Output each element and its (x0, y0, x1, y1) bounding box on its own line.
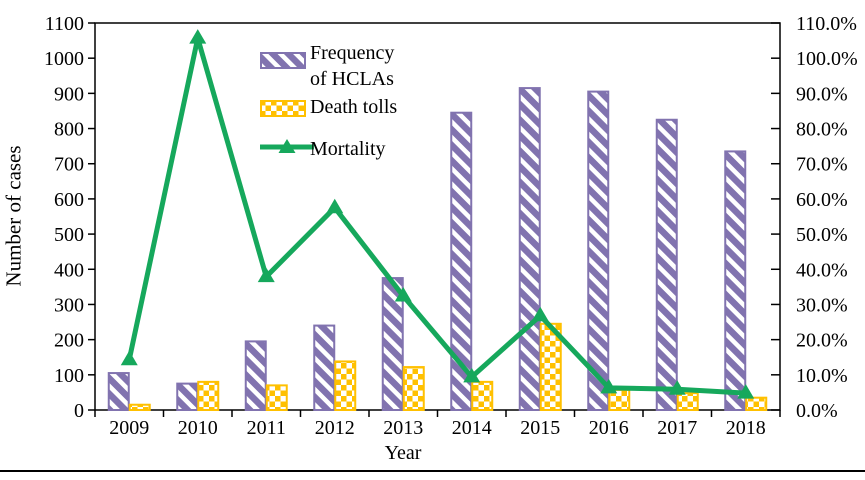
bar-frequency-2016 (587, 90, 610, 411)
bar-death-tolls-2011 (265, 384, 288, 412)
bar-frequency-2009 (107, 372, 130, 411)
mortality-marker-2018 (737, 384, 755, 399)
bar-frequency-2018 (724, 150, 747, 411)
x-axis-category-label: 2012 (315, 417, 355, 439)
y-axis-title: Number of cases (1, 145, 26, 287)
right-axis-tick-label: 50.0% (796, 224, 848, 246)
left-axis-tick-label: 600 (54, 189, 84, 211)
left-axis-tick-label: 400 (54, 259, 84, 281)
right-axis-tick-label: 40.0% (796, 259, 848, 281)
right-axis-tick-label: 0.0% (796, 400, 838, 422)
mortality-marker-2017 (668, 380, 686, 395)
bar-death-tolls-2014 (471, 380, 494, 412)
left-axis-tick-label: 0 (74, 400, 84, 422)
x-axis-category-label: 2014 (452, 417, 492, 439)
left-axis-tick-label: 300 (54, 294, 84, 316)
bar-death-tolls-2017 (676, 392, 699, 412)
right-axis-tick-label: 110.0% (796, 13, 857, 35)
x-axis-category-label: 2009 (109, 417, 149, 439)
x-axis-category-label: 2015 (520, 417, 560, 439)
left-axis-tick-label: 100 (54, 365, 84, 387)
x-axis-category-label: 2010 (178, 417, 218, 439)
mortality-marker-2010 (189, 29, 207, 44)
right-axis-tick-label: 80.0% (796, 119, 848, 141)
left-axis-tick-label: 200 (54, 330, 84, 352)
mortality-marker-2009 (120, 350, 138, 366)
x-axis-category-label: 2013 (383, 417, 423, 439)
mortality-marker-2012 (326, 198, 344, 214)
right-axis-tick-label: 30.0% (796, 294, 848, 316)
legend-label-death-tolls: Death tolls (310, 96, 398, 118)
mortality-marker-2016 (600, 378, 618, 394)
left-axis-tick-label: 500 (54, 224, 84, 246)
x-axis-category-label: 2017 (657, 417, 697, 439)
left-axis-tick-label: 1000 (44, 48, 84, 70)
left-axis-tick-label: 800 (54, 119, 84, 141)
x-axis-category-label: 2016 (589, 417, 629, 439)
bar-frequency-2017 (655, 118, 678, 411)
bar-frequency-2013 (381, 277, 404, 411)
x-axis-title: Year (384, 442, 422, 464)
left-axis-tick-label: 1100 (45, 13, 84, 35)
bar-frequency-2012 (313, 324, 336, 411)
mortality-marker-2013 (394, 287, 412, 302)
right-axis-tick-label: 70.0% (796, 154, 848, 176)
document-border-line (0, 470, 865, 472)
bar-frequency-2010 (176, 382, 199, 412)
right-axis-tick-label: 10.0% (796, 365, 848, 387)
mortality-marker-2011 (257, 267, 275, 283)
left-axis-tick-label: 900 (54, 83, 84, 105)
right-axis-tick-label: 100.0% (796, 48, 858, 70)
mortality-marker-2015 (531, 306, 549, 322)
legend-swatch-frequency-icon (260, 52, 306, 69)
right-axis-tick-label: 60.0% (796, 189, 848, 211)
left-axis-tick-label: 700 (54, 154, 84, 176)
mortality-marker-2014 (463, 367, 481, 383)
bar-death-tolls-2012 (334, 360, 357, 412)
legend-swatch-mortality-icon (260, 139, 314, 153)
x-axis-category-label: 2011 (247, 417, 286, 439)
x-axis-category-label: 2018 (726, 417, 766, 439)
legend-label-frequency: Frequency of HCLAs (310, 40, 394, 92)
bar-death-tolls-2009 (128, 403, 151, 411)
mortality-line (126, 37, 746, 396)
legend: Frequency of HCLAs Death tolls Mortality (260, 40, 480, 210)
bar-frequency-2014 (450, 111, 473, 412)
bar-death-tolls-2013 (402, 366, 425, 412)
legend-label-frequency-line2: of HCLAs (310, 68, 394, 90)
legend-label-frequency-line1: Frequency (310, 42, 395, 64)
bar-frequency-2015 (518, 87, 541, 411)
legend-label-mortality: Mortality (310, 138, 386, 160)
bar-death-tolls-2010 (197, 380, 220, 412)
bar-death-tolls-2018 (745, 396, 768, 412)
bar-frequency-2011 (244, 340, 267, 411)
right-axis-tick-label: 20.0% (796, 330, 848, 352)
right-axis-tick-label: 90.0% (796, 83, 848, 105)
legend-swatch-death-tolls-icon (260, 100, 306, 117)
